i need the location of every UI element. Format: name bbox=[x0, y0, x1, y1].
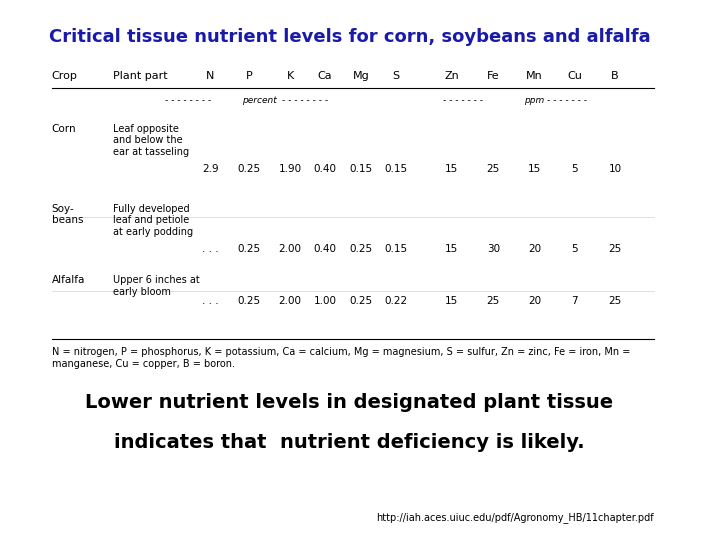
Text: N: N bbox=[206, 71, 215, 81]
Text: - - - - - - -: - - - - - - - bbox=[547, 97, 587, 105]
Text: 7: 7 bbox=[572, 295, 578, 306]
Text: percent: percent bbox=[242, 97, 276, 105]
Text: 15: 15 bbox=[528, 164, 541, 174]
Text: Ca: Ca bbox=[318, 71, 332, 81]
Text: 25: 25 bbox=[487, 164, 500, 174]
Text: S: S bbox=[392, 71, 400, 81]
Text: indicates that  nutrient deficiency is likely.: indicates that nutrient deficiency is li… bbox=[114, 433, 585, 453]
Text: N = nitrogen, P = phosphorus, K = potassium, Ca = calcium, Mg = magnesium, S = s: N = nitrogen, P = phosphorus, K = potass… bbox=[52, 347, 630, 369]
Text: 20: 20 bbox=[528, 295, 541, 306]
Text: 25: 25 bbox=[608, 244, 621, 254]
Text: Mn: Mn bbox=[526, 71, 543, 81]
Text: 15: 15 bbox=[445, 295, 459, 306]
Text: Lower nutrient levels in designated plant tissue: Lower nutrient levels in designated plan… bbox=[86, 394, 613, 413]
Text: 1.00: 1.00 bbox=[313, 295, 336, 306]
Text: - - - - - - - -: - - - - - - - - bbox=[165, 97, 211, 105]
Text: Zn: Zn bbox=[444, 71, 459, 81]
Text: ppm: ppm bbox=[524, 97, 544, 105]
Text: Critical tissue nutrient levels for corn, soybeans and alfalfa: Critical tissue nutrient levels for corn… bbox=[49, 28, 650, 46]
Text: Upper 6 inches at
early bloom: Upper 6 inches at early bloom bbox=[113, 275, 200, 297]
Text: 1.90: 1.90 bbox=[279, 164, 302, 174]
Text: Mg: Mg bbox=[353, 71, 369, 81]
Text: 25: 25 bbox=[487, 295, 500, 306]
Text: K: K bbox=[287, 71, 294, 81]
Text: P: P bbox=[246, 71, 253, 81]
Text: 0.25: 0.25 bbox=[238, 295, 261, 306]
Text: 0.25: 0.25 bbox=[238, 164, 261, 174]
Text: . . .: . . . bbox=[202, 244, 219, 254]
Text: 5: 5 bbox=[572, 244, 578, 254]
Text: 0.22: 0.22 bbox=[384, 295, 408, 306]
Text: 2.9: 2.9 bbox=[202, 164, 219, 174]
Text: 0.15: 0.15 bbox=[384, 164, 408, 174]
Text: Crop: Crop bbox=[52, 71, 78, 81]
Text: Alfalfa: Alfalfa bbox=[52, 275, 85, 285]
Text: Corn: Corn bbox=[52, 124, 76, 134]
Text: 0.25: 0.25 bbox=[350, 295, 373, 306]
Text: 30: 30 bbox=[487, 244, 500, 254]
Text: Cu: Cu bbox=[567, 71, 582, 81]
Text: Fully developed
leaf and petiole
at early podding: Fully developed leaf and petiole at earl… bbox=[113, 204, 194, 237]
Text: 15: 15 bbox=[445, 244, 459, 254]
Text: Soy-
beans: Soy- beans bbox=[52, 204, 84, 225]
Text: 0.40: 0.40 bbox=[313, 244, 336, 254]
Text: http://iah.aces.uiuc.edu/pdf/Agronomy_HB/11chapter.pdf: http://iah.aces.uiuc.edu/pdf/Agronomy_HB… bbox=[376, 511, 654, 523]
Text: B: B bbox=[611, 71, 618, 81]
Text: 10: 10 bbox=[608, 164, 621, 174]
Text: . . .: . . . bbox=[202, 295, 219, 306]
Text: 20: 20 bbox=[528, 244, 541, 254]
Text: Plant part: Plant part bbox=[113, 71, 168, 81]
Text: 15: 15 bbox=[445, 164, 459, 174]
Text: 0.40: 0.40 bbox=[313, 164, 336, 174]
Text: 2.00: 2.00 bbox=[279, 295, 302, 306]
Text: 0.15: 0.15 bbox=[350, 164, 373, 174]
Text: 25: 25 bbox=[608, 295, 621, 306]
Text: 2.00: 2.00 bbox=[279, 244, 302, 254]
Text: Fe: Fe bbox=[487, 71, 500, 81]
Text: - - - - - - - -: - - - - - - - - bbox=[282, 97, 328, 105]
Text: 0.25: 0.25 bbox=[238, 244, 261, 254]
Text: 5: 5 bbox=[572, 164, 578, 174]
Text: 0.15: 0.15 bbox=[384, 244, 408, 254]
Text: Leaf opposite
and below the
ear at tasseling: Leaf opposite and below the ear at tasse… bbox=[113, 124, 189, 157]
Text: - - - - - - -: - - - - - - - bbox=[444, 97, 483, 105]
Text: 0.25: 0.25 bbox=[350, 244, 373, 254]
